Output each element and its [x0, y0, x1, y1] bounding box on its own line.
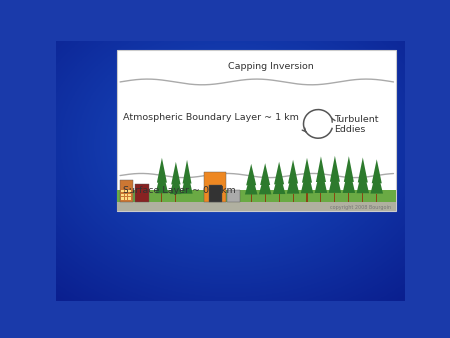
- Polygon shape: [245, 171, 257, 194]
- Bar: [292, 194, 293, 202]
- Bar: [204, 172, 226, 202]
- Bar: [117, 190, 396, 202]
- Bar: [362, 193, 363, 202]
- Text: Capping Inversion: Capping Inversion: [228, 62, 314, 71]
- Polygon shape: [358, 158, 368, 183]
- Bar: [334, 193, 335, 202]
- Text: Atmospheric Boundary Layer ~ 1 km: Atmospheric Boundary Layer ~ 1 km: [123, 113, 299, 122]
- Polygon shape: [288, 160, 298, 184]
- Bar: [128, 194, 130, 196]
- Bar: [376, 194, 377, 202]
- Text: Surface Layer ~ 0.1 km: Surface Layer ~ 0.1 km: [123, 186, 236, 195]
- Polygon shape: [328, 165, 341, 193]
- Text: Boundary Layer (2): Boundary Layer (2): [156, 95, 351, 114]
- Polygon shape: [344, 156, 354, 182]
- Bar: [306, 193, 307, 202]
- Bar: [251, 194, 252, 202]
- Bar: [122, 190, 124, 192]
- Bar: [125, 197, 127, 199]
- Bar: [125, 194, 127, 196]
- Bar: [320, 193, 321, 202]
- Polygon shape: [287, 168, 299, 194]
- Polygon shape: [273, 170, 285, 194]
- Text: Modeling the Atmospheric: Modeling the Atmospheric: [121, 68, 386, 87]
- Bar: [228, 190, 240, 202]
- Bar: [117, 202, 396, 211]
- Polygon shape: [302, 158, 312, 183]
- Polygon shape: [274, 162, 284, 184]
- Bar: [128, 190, 130, 192]
- Polygon shape: [315, 166, 327, 193]
- Polygon shape: [157, 158, 167, 183]
- Polygon shape: [316, 156, 326, 182]
- Bar: [122, 194, 124, 196]
- Bar: [209, 185, 222, 202]
- Polygon shape: [246, 164, 256, 185]
- Bar: [125, 190, 127, 192]
- Polygon shape: [170, 170, 182, 194]
- Text: copyright 2008 Bourgoin: copyright 2008 Bourgoin: [330, 205, 391, 210]
- Polygon shape: [259, 171, 271, 194]
- Polygon shape: [301, 167, 313, 193]
- Bar: [120, 180, 133, 202]
- Polygon shape: [342, 165, 355, 193]
- Polygon shape: [372, 159, 382, 183]
- Polygon shape: [171, 162, 180, 185]
- Text: Turbulent: Turbulent: [334, 116, 379, 124]
- Polygon shape: [181, 168, 193, 194]
- Bar: [117, 50, 396, 211]
- Polygon shape: [370, 168, 383, 194]
- Text: Eddies: Eddies: [334, 125, 366, 134]
- Polygon shape: [330, 156, 340, 182]
- Bar: [128, 197, 130, 199]
- Polygon shape: [260, 163, 270, 185]
- Bar: [135, 184, 149, 202]
- Bar: [187, 194, 188, 202]
- Polygon shape: [183, 160, 192, 184]
- Polygon shape: [156, 167, 168, 193]
- Bar: [122, 197, 124, 199]
- Polygon shape: [356, 166, 369, 193]
- Bar: [348, 193, 349, 202]
